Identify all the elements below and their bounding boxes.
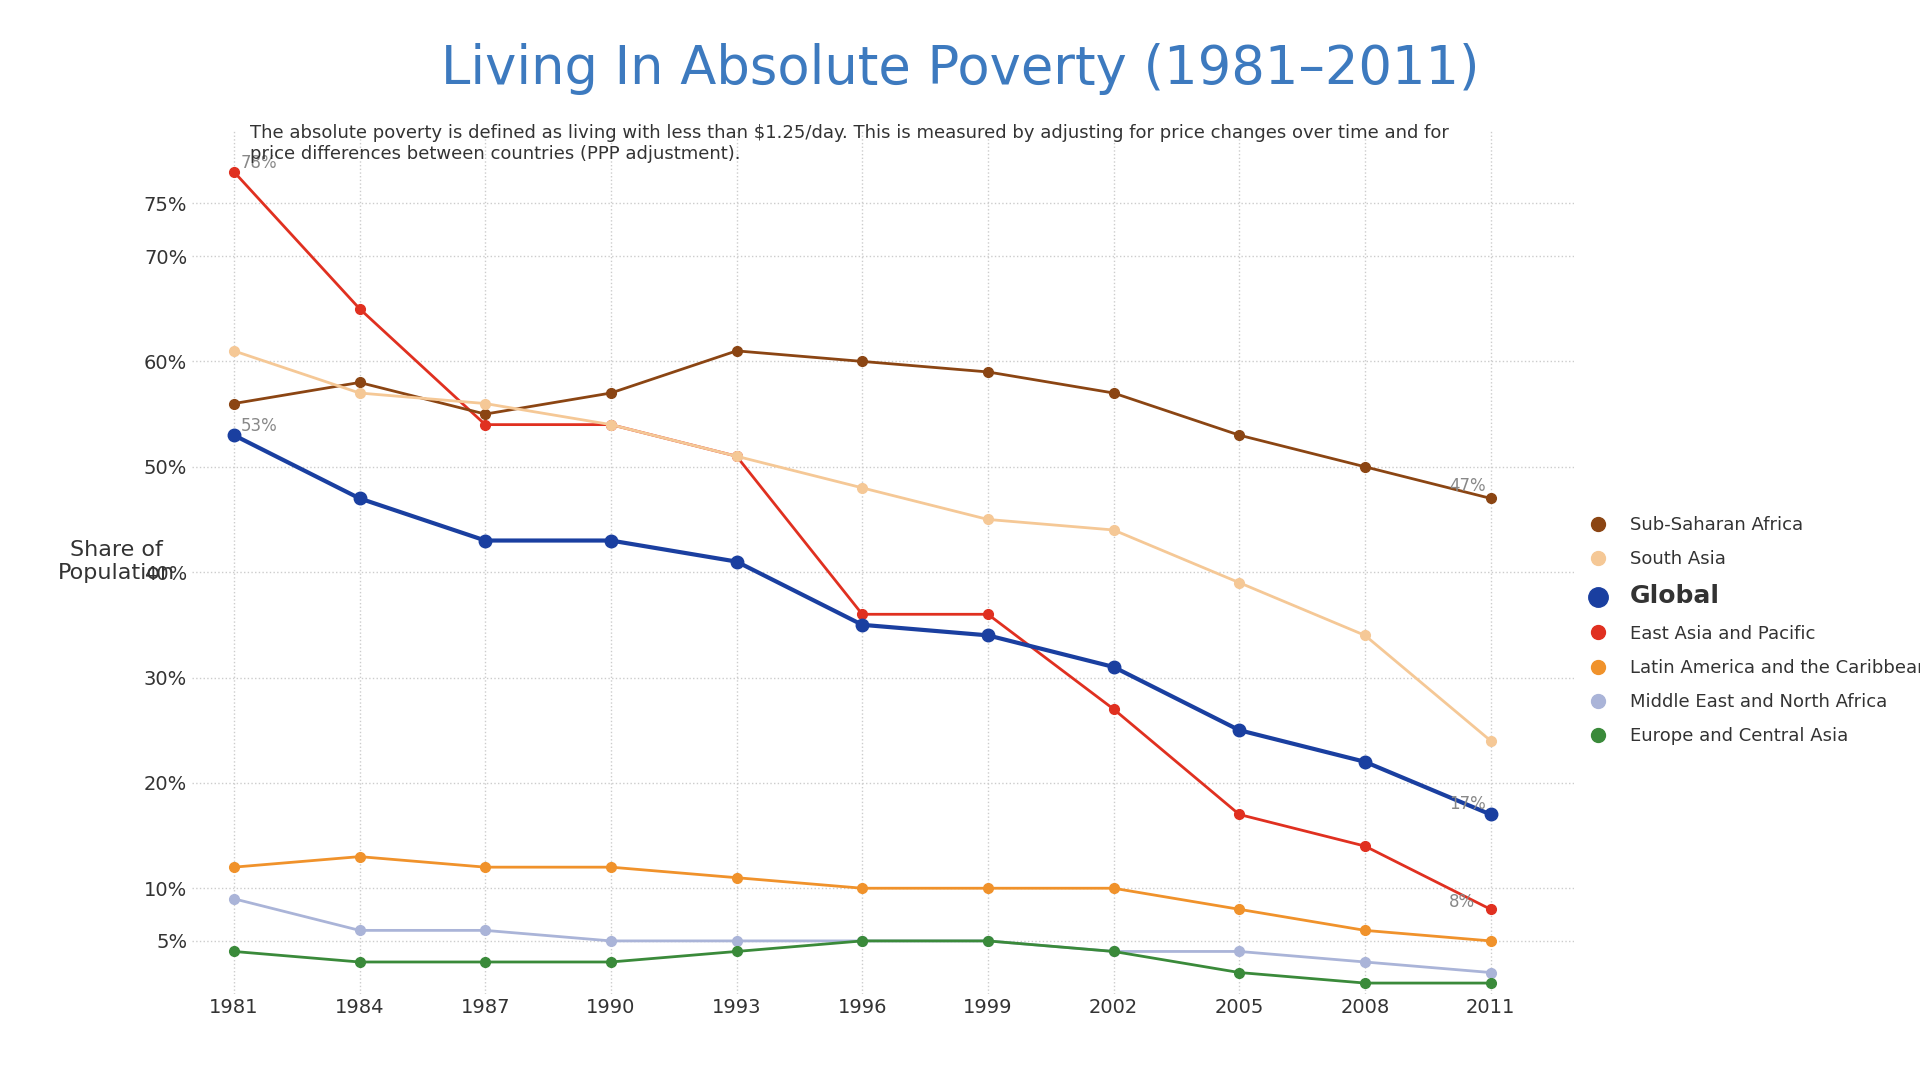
Text: The absolute poverty is defined as living with less than $1.25/day. This is meas: The absolute poverty is defined as livin… bbox=[250, 124, 1448, 163]
Text: 78%: 78% bbox=[240, 153, 278, 172]
Legend: Sub-Saharan Africa, South Asia, Global, East Asia and Pacific, Latin America and: Sub-Saharan Africa, South Asia, Global, … bbox=[1590, 509, 1920, 753]
Text: Living In Absolute Poverty (1981–2011): Living In Absolute Poverty (1981–2011) bbox=[442, 43, 1478, 95]
Text: 8%: 8% bbox=[1450, 892, 1475, 910]
Y-axis label: Share of
Population: Share of Population bbox=[58, 540, 175, 583]
Text: 53%: 53% bbox=[240, 417, 278, 435]
Text: 47%: 47% bbox=[1450, 477, 1486, 496]
Text: 17%: 17% bbox=[1450, 795, 1486, 813]
